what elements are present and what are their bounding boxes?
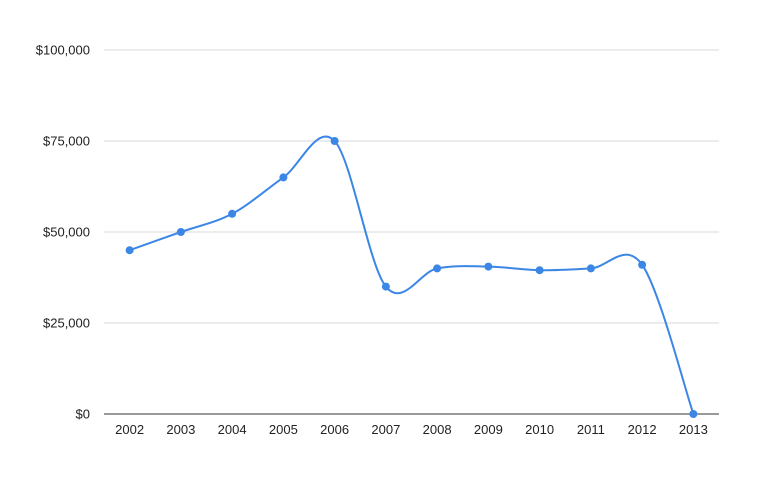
data-point-2006 — [330, 137, 339, 145]
y-axis-labels: $0 $25,000 $50,000 $75,000 $100,000 — [36, 43, 90, 422]
x-axis-labels: 2002 2003 2004 2005 2006 2007 2008 2009 2010 2011… — [115, 422, 708, 437]
x-tick-label: 2007 — [371, 422, 400, 437]
y-tick-label: $100,000 — [36, 43, 90, 58]
x-tick-label: 2008 — [423, 422, 452, 437]
x-tick-label: 2006 — [320, 422, 349, 437]
y-tick-label: $25,000 — [43, 316, 90, 331]
x-tick-label: 2012 — [628, 422, 657, 437]
series-line — [128, 135, 695, 415]
x-tick-label: 2004 — [218, 422, 247, 437]
data-point-2005 — [279, 173, 288, 182]
x-tick-label: 2009 — [474, 422, 503, 437]
x-tick-label: 2011 — [577, 422, 605, 437]
data-point-2004 — [228, 209, 237, 218]
data-point-2012 — [638, 260, 647, 269]
y-tick-label: $75,000 — [43, 134, 90, 149]
data-point-2010 — [535, 266, 544, 275]
x-tick-label: 2005 — [269, 422, 298, 437]
data-point-2002 — [125, 246, 134, 255]
data-point-2013 — [689, 410, 698, 418]
x-tick-label: 2010 — [525, 422, 554, 437]
data-point-2011 — [586, 264, 595, 273]
x-tick-label: 2002 — [115, 422, 144, 437]
data-point-2003 — [176, 228, 185, 236]
x-tick-label: 2013 — [679, 422, 708, 437]
y-tick-label: $50,000 — [43, 225, 90, 240]
point-layer — [125, 137, 698, 418]
data-point-2007 — [381, 282, 390, 291]
data-point-2008 — [433, 264, 442, 273]
series-layer — [128, 135, 695, 415]
y-tick-label: $0 — [76, 407, 90, 422]
grid-layer — [104, 49, 719, 415]
x-tick-label: 2003 — [166, 422, 195, 437]
data-point-2009 — [484, 262, 493, 271]
